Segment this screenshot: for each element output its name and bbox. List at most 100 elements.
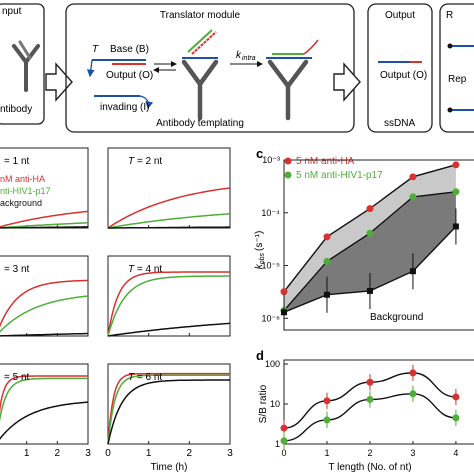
trace-anti-hiv [107, 275, 230, 337]
reporter-title: R [446, 10, 453, 21]
sb-anti-ha-point [366, 378, 374, 386]
x-tick-label: 2 [367, 448, 372, 458]
legend-marker-anti-hiv [284, 171, 292, 179]
sb-anti-hiv-point [366, 395, 374, 403]
x-tick-label: 3 [410, 448, 415, 458]
panel-a-output: Output Output (O) ssDNA [367, 3, 433, 133]
x-tick-label: 2 [55, 448, 61, 459]
subpanel-label: T = 4 nt [128, 264, 162, 275]
sb-anti-hiv-point [409, 390, 417, 398]
x-axis-label: Time (h) [151, 462, 188, 473]
legend-anti-hiv: 5 nM anti-HIV1-p17 [296, 170, 383, 181]
band-ha-hiv [284, 164, 456, 311]
kinetic-subpanel: = 3 nt [0, 255, 89, 337]
y-tick-label: 10⁻⁵ [262, 261, 281, 271]
subpanel-label: T = 2 nt [128, 156, 162, 167]
series-anti-ha-point [452, 161, 460, 169]
series-background-point [366, 287, 373, 294]
kinetic-subpanel: = 1 nt [0, 147, 89, 229]
k-intra-sub: intra [242, 55, 256, 62]
subpanel-frame [0, 363, 89, 445]
panel-a-translator: Translator module T Base (B) Output (O) … [65, 3, 355, 133]
output-o-box-label: Output (O) [380, 70, 427, 81]
subpanel-frame [107, 255, 231, 337]
antibody-icon [12, 40, 40, 92]
subpanel-label: = 1 nt [4, 156, 30, 167]
sb-anti-ha-point [323, 397, 331, 405]
translator-title: Translator module [160, 10, 241, 21]
trace-anti-ha [0, 210, 89, 228]
x-tick-label: 1 [146, 448, 152, 459]
trace-background [0, 226, 88, 229]
x-tick-label: 0 [105, 448, 111, 459]
background-label: Background [370, 312, 423, 323]
input-title: nput [2, 6, 22, 17]
series-anti-ha-point [409, 173, 417, 181]
x-tick-label: 1 [24, 448, 30, 459]
trace-anti-hiv [0, 295, 89, 333]
subpanel-frame [107, 363, 231, 445]
y-tick-label: 10⁻⁴ [261, 208, 280, 218]
trace-background [108, 226, 230, 229]
trace-anti-hiv [0, 377, 88, 422]
series-anti-ha-point [280, 288, 288, 296]
rep-label: Rep [448, 74, 467, 85]
trace-background [107, 322, 231, 337]
sb-anti-hiv-point [323, 416, 331, 424]
kinetic-subpanel: T = 4 nt [107, 255, 231, 337]
plot-frame [283, 159, 474, 331]
panel-c: c 5 nM anti-HA 5 nM anti-HIV1-p17 Backgr… [254, 146, 474, 331]
legend-marker-anti-ha [284, 157, 292, 165]
subpanel-label: = 3 nt [4, 264, 30, 275]
trace-anti-ha [107, 372, 230, 445]
trace-anti-ha [107, 271, 230, 337]
svg-text:kobs(s⁻¹): kobs(s⁻¹) [254, 231, 266, 270]
trace-background [0, 332, 88, 337]
trace-anti-hiv [107, 374, 230, 445]
trace-anti-ha [0, 375, 88, 413]
kinetic-subpanel: T = 2 nt [107, 147, 231, 229]
trace-anti-hiv [0, 222, 89, 229]
series-anti-hiv-point [366, 229, 374, 237]
subpanel-label: T = 6 nt [128, 372, 162, 383]
panel-d-letter: d [256, 348, 264, 363]
big-arrow-1 [45, 62, 73, 102]
series-background-point [323, 291, 330, 298]
panel-b: = 1 nt T = 2 nt = 3 nt T = 4 nt = 5 nt T = 6 … [0, 147, 233, 473]
series-anti-ha-point [366, 205, 374, 213]
trace-anti-ha [107, 187, 231, 229]
sb-anti-hiv-point [280, 437, 288, 445]
panel-a-reporter: R Rep [439, 3, 474, 133]
series-anti-hiv-point [323, 257, 331, 265]
trace-anti-hiv [107, 213, 231, 229]
sb-anti-ha-point [280, 424, 288, 432]
series-background-point [409, 268, 416, 275]
antibody-label: ntibody [0, 104, 32, 115]
x-tick-label: 2 [187, 448, 193, 459]
output-o-label: Output (O) [106, 70, 153, 81]
sb-anti-ha-point [409, 369, 417, 377]
trace-background [0, 401, 89, 440]
subpanel-frame [107, 147, 231, 229]
panel-d-ylabel: S/B ratio [258, 384, 269, 423]
antibody-templating-label: Antibody templating [156, 118, 244, 129]
t-label: T [92, 44, 99, 55]
legend-entry: ackground [0, 198, 42, 208]
y-tick-label: 100 [265, 359, 280, 369]
trace-background [107, 379, 230, 445]
x-tick-label: 3 [227, 448, 233, 459]
legend-anti-ha: 5 nM anti-HA [296, 156, 355, 167]
sb-anti-ha-point [452, 393, 460, 401]
y-tick-label: 1 [275, 439, 280, 449]
sb-anti-hiv-point [452, 414, 460, 422]
x-tick-label: 1 [324, 448, 329, 458]
output-title: Output [385, 10, 415, 21]
trace-anti-ha [0, 279, 88, 328]
series-anti-ha-point [323, 233, 331, 241]
kinetic-subpanel: = 5 nt [0, 363, 89, 445]
x-tick-label: 4 [453, 448, 458, 458]
ssdna-label: ssDNA [384, 118, 415, 129]
templating-antibody-1-icon [181, 59, 219, 121]
invading-label: invading (I) [100, 102, 149, 113]
